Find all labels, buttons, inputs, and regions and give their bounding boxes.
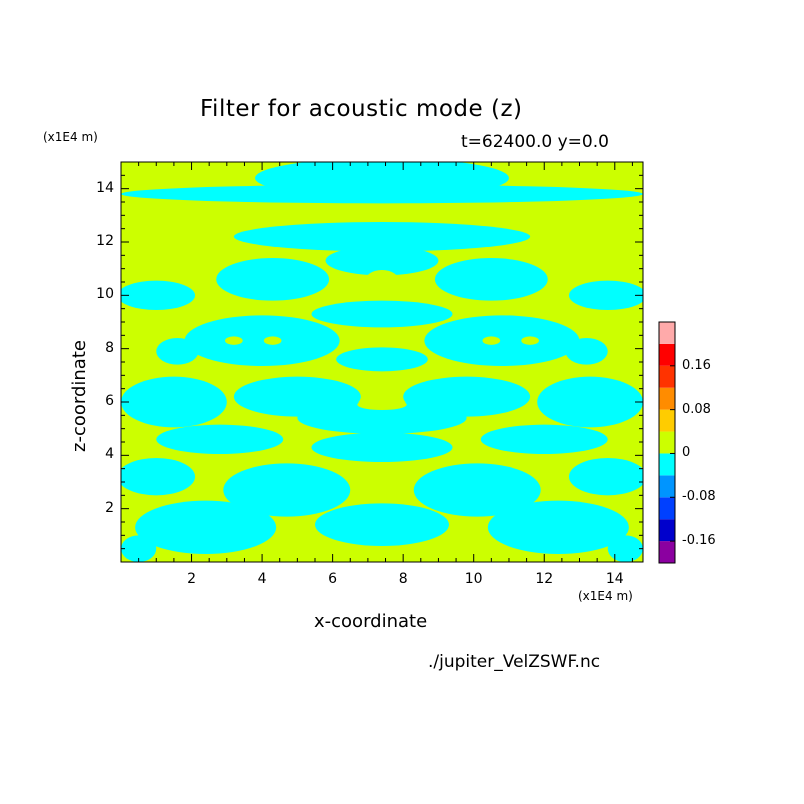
colorbar-tick-label: 0.16 (682, 357, 711, 373)
y-tick-label: 14 (96, 179, 114, 196)
colorbar-segment (659, 541, 675, 563)
x-tick-label: 6 (328, 571, 338, 587)
negative-region (121, 280, 196, 310)
colorbar (658, 321, 676, 564)
negative-region (223, 463, 351, 517)
negative-region (568, 280, 643, 310)
negative-region (156, 338, 199, 365)
colorbar-tick-label: 0 (682, 445, 691, 461)
colorbar-segment (659, 453, 675, 476)
negative-region (487, 500, 629, 554)
x-tick-label: 8 (398, 571, 408, 587)
colorbar-segment (659, 387, 675, 410)
negative-region (311, 432, 453, 463)
negative-region (135, 500, 277, 554)
positive-island (357, 399, 407, 410)
negative-region (413, 463, 541, 517)
colorbar-segment (659, 322, 675, 344)
colorbar-segment (659, 475, 675, 498)
negative-region (424, 315, 580, 366)
negative-region (314, 503, 450, 546)
negative-region (121, 376, 227, 428)
negative-region (434, 258, 548, 301)
negative-region (537, 376, 643, 428)
negative-region (325, 245, 439, 276)
positive-island (482, 336, 501, 345)
positive-island (521, 336, 539, 345)
negative-region (568, 458, 643, 496)
chart-subtitle: t=62400.0 y=0.0 (461, 132, 609, 152)
positive-island (364, 270, 400, 294)
y-unit-label: (x1E4 m) (43, 130, 98, 144)
negative-region (565, 338, 608, 365)
colorbar-segment (659, 519, 675, 542)
negative-region (336, 347, 428, 372)
x-tick-label: 2 (187, 571, 196, 587)
chart-title: Filter for acoustic mode (z) (200, 96, 523, 122)
x-tick-label: 14 (605, 571, 624, 587)
negative-region (184, 315, 340, 366)
negative-region (607, 535, 643, 562)
x-axis-label: x-coordinate (314, 611, 428, 632)
y-tick-label: 4 (105, 446, 114, 463)
colorbar-segment (659, 431, 675, 454)
x-tick-label: 10 (464, 571, 483, 587)
colorbar-segment (659, 343, 675, 366)
negative-region (121, 535, 157, 562)
x-tick-label: 12 (535, 571, 554, 587)
colorbar-tick-label: -0.08 (682, 489, 716, 505)
y-tick-label: 2 (105, 499, 114, 516)
positive-island (225, 336, 243, 345)
positive-island (353, 463, 411, 485)
colorbar-frame (658, 321, 676, 564)
negative-region (216, 258, 330, 301)
source-file-label: ./jupiter_VelZSWF.nc (428, 652, 601, 672)
negative-region (255, 162, 509, 198)
x-unit-label: (x1E4 m) (578, 589, 633, 603)
y-tick-label: 12 (96, 233, 114, 249)
heatmap-field (121, 162, 643, 562)
x-tick-label: 4 (257, 571, 267, 587)
colorbar-segment (659, 365, 675, 388)
y-tick-label: 6 (105, 393, 114, 409)
colorbar-segment (659, 497, 675, 520)
negative-region (156, 424, 284, 455)
colorbar-tick-label: 0.08 (682, 401, 711, 417)
colorbar-segment (659, 409, 675, 432)
negative-region (311, 300, 453, 328)
negative-region (233, 222, 531, 252)
negative-region (480, 424, 608, 455)
colorbar-tick-label: -0.16 (682, 533, 716, 549)
negative-region (297, 402, 467, 434)
axis-ticks (121, 162, 643, 562)
y-tick-label: 10 (96, 286, 114, 303)
y-tick-label: 8 (105, 339, 114, 356)
negative-region (121, 458, 196, 496)
positive-island (263, 336, 282, 345)
